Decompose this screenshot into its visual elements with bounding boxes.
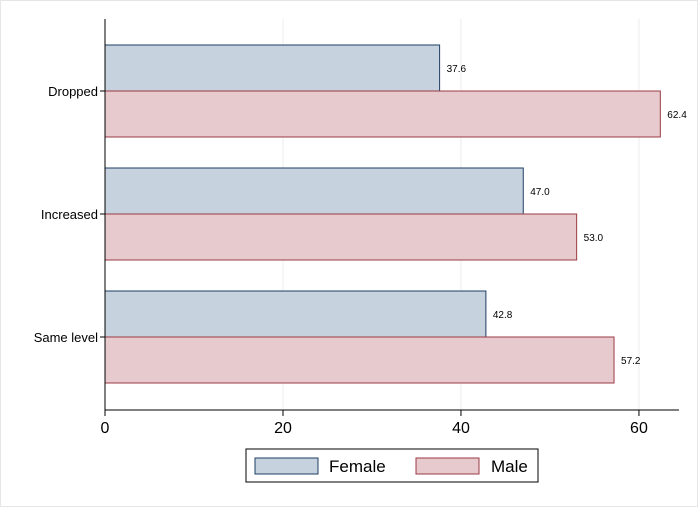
bar-female-same-level (104, 290, 487, 338)
bars (104, 44, 661, 384)
bar-female-dropped (104, 44, 441, 92)
x-tick-label-0: 0 (101, 420, 110, 437)
category-label-same-level: Same level (34, 330, 98, 345)
axes: 0 20 40 60 (100, 19, 679, 437)
bar-female-increased (104, 167, 524, 215)
legend-label-female: Female (329, 457, 386, 476)
bar-male-dropped (104, 90, 661, 138)
value-label-male-same-level: 57.2 (621, 356, 641, 367)
bar-male-increased (104, 213, 578, 261)
x-tick-label-60: 60 (630, 420, 648, 437)
value-label-female-dropped: 37.6 (447, 64, 467, 75)
labels: 37.6 62.4 Dropped 47.0 53.0 Increased 42.8 57.2… (34, 64, 688, 367)
legend: Female Male (245, 448, 539, 483)
category-label-increased: Increased (41, 207, 98, 222)
legend-swatch-female (254, 457, 319, 475)
category-label-dropped: Dropped (48, 84, 98, 99)
legend-swatch-male (415, 457, 480, 475)
value-label-male-dropped: 62.4 (667, 110, 687, 121)
x-tick-label-20: 20 (274, 420, 292, 437)
value-label-female-increased: 47.0 (530, 187, 550, 198)
x-tick-label-40: 40 (452, 420, 470, 437)
value-label-male-increased: 53.0 (584, 233, 604, 244)
bar-male-same-level (104, 336, 615, 384)
legend-label-male: Male (491, 457, 528, 476)
value-label-female-same-level: 42.8 (493, 310, 513, 321)
